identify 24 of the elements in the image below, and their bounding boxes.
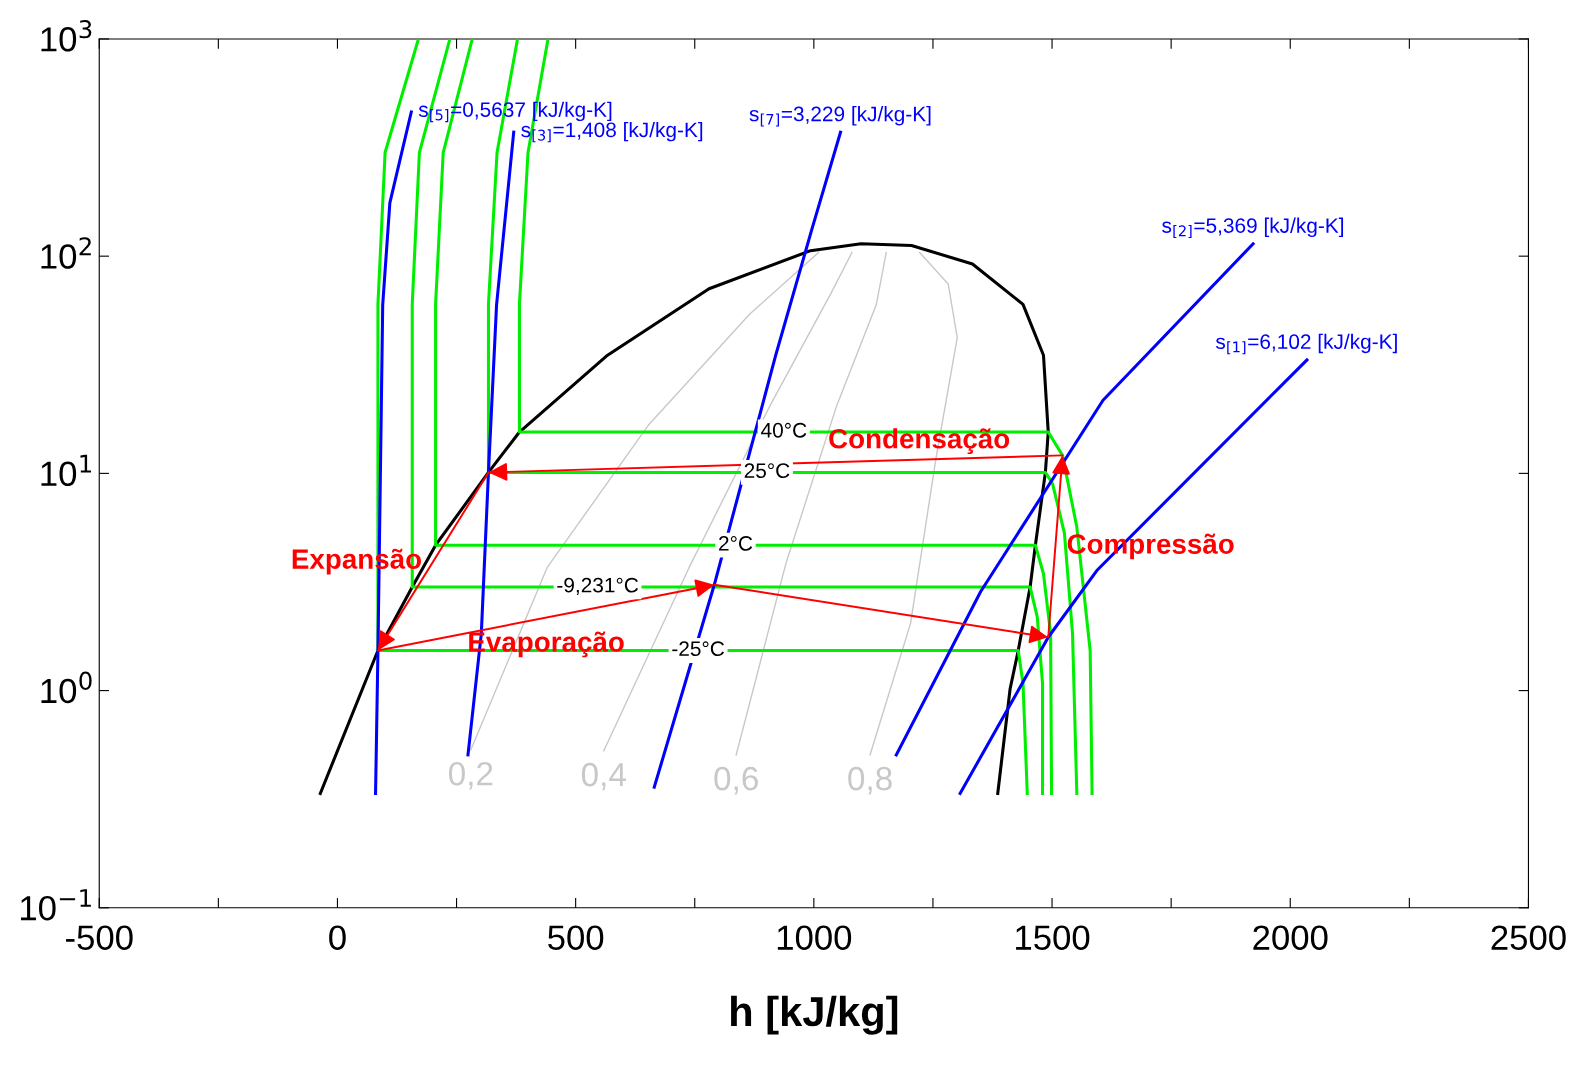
series-label: s$_{[1]}$=6,102 [kJ/kg-K] bbox=[1215, 333, 1397, 355]
line-series bbox=[470, 251, 820, 751]
x-tick-label: 0 bbox=[329, 925, 346, 950]
y-tick-label: 10$^{2}$ bbox=[41, 237, 91, 269]
series-label: -25°C bbox=[672, 641, 725, 657]
x-tick-label: -500 bbox=[66, 925, 133, 950]
series-label: 2°C bbox=[719, 536, 753, 551]
series-label: s$_{[7]}$=3,229 [kJ/kg-K] bbox=[749, 106, 931, 127]
x-axis-title: h [kJ/kg] bbox=[731, 995, 898, 1035]
x-tick-label: 500 bbox=[548, 925, 604, 950]
series-label: 25°C bbox=[744, 463, 790, 479]
y-tick-label: 10$^{0}$ bbox=[41, 671, 92, 704]
y-tick-label: 10$^{−1}$ bbox=[20, 889, 91, 921]
series-label: s$_{[3]}$=1,408 [kJ/kg-K] bbox=[521, 121, 703, 143]
series-label: 40°C bbox=[761, 422, 807, 438]
x-tick-label: 1500 bbox=[1016, 925, 1090, 950]
x-tick-label: 2500 bbox=[1491, 925, 1566, 950]
x-tick-label: 1000 bbox=[777, 925, 852, 950]
series-label: s$_{[2]}$=5,369 [kJ/kg-K] bbox=[1162, 217, 1344, 239]
series-label: -9,231°C bbox=[557, 577, 639, 595]
y-tick-label: 10$^{1}$ bbox=[41, 454, 92, 487]
x-tick-label: 2000 bbox=[1253, 925, 1328, 950]
y-tick-label: 10$^{3}$ bbox=[41, 19, 92, 52]
annotation: Condensação bbox=[829, 428, 1010, 455]
